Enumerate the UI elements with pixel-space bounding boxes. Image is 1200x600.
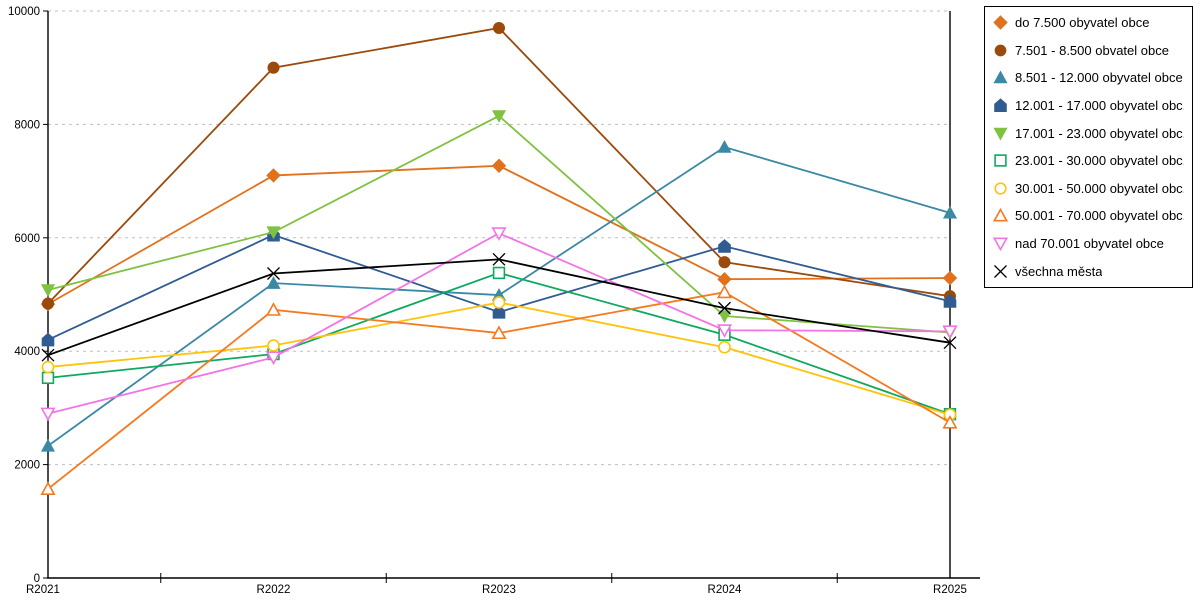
x-tick-label: R2022 bbox=[257, 584, 291, 596]
legend-item-label: 17.001 - 23.000 obyvatel obc... bbox=[1015, 125, 1184, 141]
series-marker-diamond bbox=[717, 271, 732, 287]
series-marker-triangle-up bbox=[942, 205, 958, 219]
series-marker-diamond bbox=[266, 168, 281, 183]
legend-marker-icon bbox=[994, 182, 1007, 195]
series-marker-triangle-down bbox=[265, 351, 282, 366]
series-marker-triangle-up bbox=[993, 70, 1008, 84]
series-marker-triangle-down bbox=[491, 227, 507, 241]
legend-marker-icon bbox=[993, 127, 1008, 141]
series-marker-pentagon bbox=[492, 304, 506, 319]
legend-item-label: 12.001 - 17.000 obyvatel obc... bbox=[1015, 98, 1184, 114]
legend-item: všechna města bbox=[993, 258, 1184, 284]
series-marker-triangle-down bbox=[942, 325, 958, 340]
series-marker-x bbox=[943, 336, 957, 350]
y-tick-label: 6000 bbox=[14, 233, 40, 245]
x-tick-label: R2021 bbox=[26, 584, 60, 596]
legend-item: 30.001 - 50.000 obyvatel obc... bbox=[993, 175, 1184, 201]
legend-marker-icon bbox=[994, 44, 1007, 57]
series-marker-circle bbox=[41, 297, 55, 310]
series-marker-circle bbox=[994, 44, 1007, 57]
series-marker-diamond bbox=[993, 15, 1008, 31]
series-marker-triangle-down bbox=[491, 110, 507, 123]
legend-item-label: 50.001 - 70.000 obyvatel obc... bbox=[1015, 208, 1184, 224]
legend-marker-icon bbox=[993, 208, 1008, 222]
series-marker-triangle-down bbox=[40, 284, 56, 297]
series-marker-circle bbox=[492, 296, 506, 309]
legend-item: 12.001 - 17.000 obyvatel obc... bbox=[993, 93, 1184, 119]
series-marker-pentagon bbox=[718, 239, 731, 253]
line-chart-canvas: 0 2000 4000 6000 8000 10000 R2021 R2022 R2023 R20… bbox=[8, 6, 980, 596]
y-tick-label: 8000 bbox=[14, 119, 40, 131]
series-marker-triangle-down bbox=[717, 310, 732, 324]
series-marker-circle bbox=[41, 360, 55, 374]
legend-item-label: nad 70.001 obyvatel obce bbox=[1015, 236, 1164, 252]
legend-item-label: 8.501 - 12.000 obyvatel obce bbox=[1015, 70, 1183, 86]
series-marker-circle bbox=[994, 182, 1007, 195]
series-marker-circle bbox=[267, 339, 280, 352]
legend-marker-icon bbox=[994, 98, 1007, 113]
series-marker-triangle-up bbox=[266, 276, 281, 289]
legend-marker-icon bbox=[994, 154, 1007, 167]
legend-item: do 7.500 obyvatel obce bbox=[993, 10, 1184, 36]
series-marker-square bbox=[994, 154, 1007, 167]
series-marker-triangle-down bbox=[993, 237, 1008, 252]
legend-marker-icon bbox=[993, 15, 1008, 31]
series-marker-triangle-up bbox=[993, 208, 1008, 222]
series-marker-square bbox=[492, 266, 506, 280]
legend-item-label: 30.001 - 50.000 obyvatel obc... bbox=[1015, 180, 1184, 196]
series-marker-pentagon bbox=[994, 98, 1007, 113]
series-marker-triangle-up bbox=[716, 284, 733, 299]
legend-item-label: všechna města bbox=[1015, 263, 1103, 279]
series-marker-square bbox=[41, 371, 55, 385]
series-marker-circle bbox=[718, 340, 731, 354]
legend-item: 7.501 - 8.500 obvatel obce bbox=[993, 37, 1184, 63]
series-marker-triangle-up bbox=[491, 325, 507, 340]
legend-item-label: 7.501 - 8.500 obvatel obce bbox=[1015, 42, 1169, 58]
legend-item: nad 70.001 obyvatel obce bbox=[993, 231, 1184, 257]
series-marker-x bbox=[718, 301, 731, 315]
series-marker-pentagon bbox=[943, 294, 957, 308]
legend-marker-icon bbox=[993, 237, 1008, 252]
series-marker-diamond bbox=[491, 158, 507, 173]
series-line-6 bbox=[47, 301, 951, 416]
series-marker-x bbox=[994, 264, 1007, 278]
legend-item-label: 23.001 - 30.000 obyvatel obc... bbox=[1015, 153, 1184, 169]
series-marker-triangle-up bbox=[265, 302, 282, 316]
series-marker-triangle-up bbox=[40, 481, 56, 495]
legend-item: 17.001 - 23.000 obyvatel obc... bbox=[993, 120, 1184, 146]
y-tick-label: 2000 bbox=[14, 460, 40, 472]
legend-item: 50.001 - 70.000 obyvatel obc... bbox=[993, 203, 1184, 229]
series-line-3 bbox=[47, 233, 951, 341]
series-marker-triangle-up bbox=[942, 414, 958, 429]
legend-marker-icon bbox=[994, 264, 1007, 278]
series-marker-circle bbox=[267, 61, 280, 74]
series-marker-triangle-down bbox=[266, 226, 281, 240]
series-marker-triangle-down bbox=[993, 127, 1008, 141]
x-tick-label: R2024 bbox=[708, 584, 742, 596]
legend-item-label: do 7.500 obyvatel obce bbox=[1015, 15, 1150, 31]
y-tick-label: 4000 bbox=[14, 346, 40, 358]
series-marker-triangle-down bbox=[40, 407, 56, 422]
legend: do 7.500 obyvatel obce 7.501 - 8.500 obva… bbox=[984, 6, 1193, 288]
x-tick-label: R2025 bbox=[933, 584, 967, 596]
series-marker-diamond bbox=[942, 270, 958, 286]
series-marker-circle bbox=[718, 256, 731, 269]
legend-item: 8.501 - 12.000 obyvatel obce bbox=[993, 65, 1184, 91]
series-marker-triangle-up bbox=[40, 438, 56, 452]
series-marker-x bbox=[267, 267, 280, 280]
legend-item: 23.001 - 30.000 obyvatel obc... bbox=[993, 148, 1184, 174]
y-tick-label: 10000 bbox=[8, 6, 40, 18]
series-marker-triangle-up bbox=[717, 140, 732, 153]
y-tick-label: 0 bbox=[34, 573, 40, 585]
series-marker-x bbox=[492, 252, 506, 266]
series-marker-pentagon bbox=[41, 332, 55, 347]
series-marker-x bbox=[41, 348, 55, 362]
legend-marker-icon bbox=[993, 70, 1008, 84]
x-tick-label: R2023 bbox=[482, 584, 516, 596]
series-marker-triangle-down bbox=[716, 324, 733, 338]
series-marker-circle bbox=[492, 21, 506, 35]
